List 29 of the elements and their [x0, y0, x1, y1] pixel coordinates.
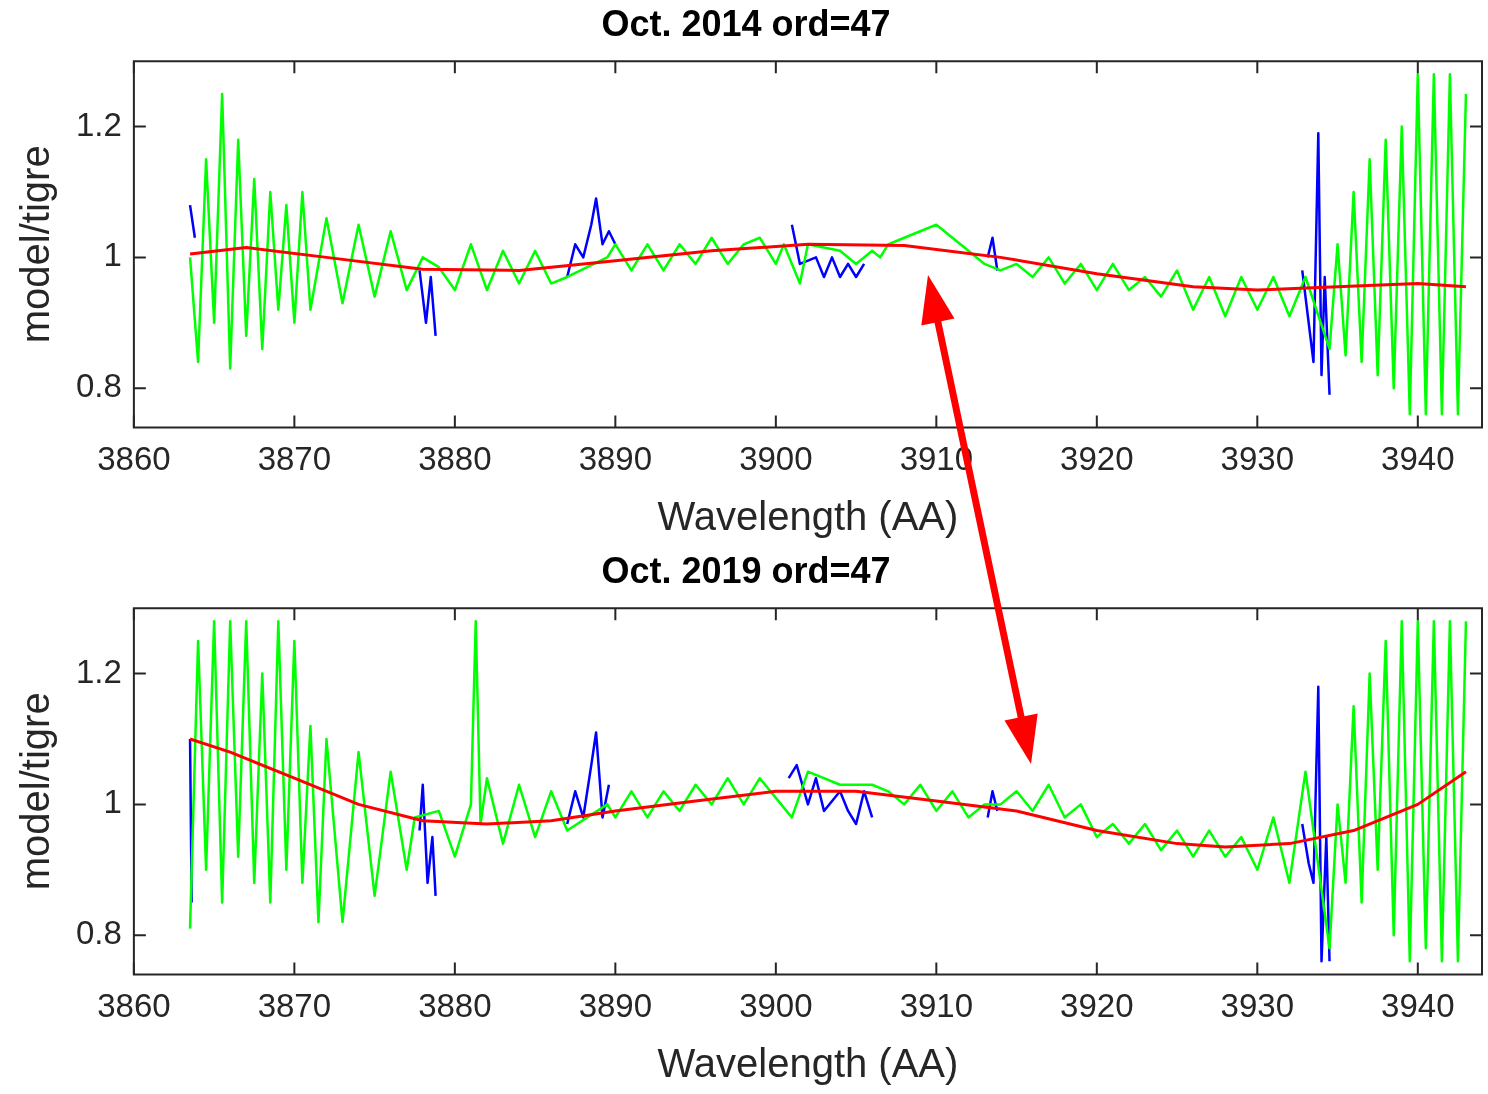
- chart-title: Oct. 2019 ord=47: [601, 549, 891, 591]
- x-axis-title: Wavelength (AA): [657, 494, 959, 539]
- y-axis-title: model/tigre: [13, 692, 58, 891]
- x-tick-label: 3880: [418, 987, 492, 1025]
- x-axis-title: Wavelength (AA): [657, 1041, 959, 1086]
- y-tick-label: 0.8: [76, 367, 122, 405]
- x-tick-label: 3870: [257, 987, 332, 1025]
- x-tick-label: 3860: [97, 440, 171, 478]
- y-tick-label: 1: [103, 783, 122, 821]
- x-tick-label: 3880: [418, 440, 492, 478]
- y-tick-label: 1: [103, 236, 122, 274]
- x-tick-label: 3890: [578, 440, 653, 478]
- x-tick-label: 3930: [1220, 440, 1295, 478]
- y-tick-label: 1.2: [76, 105, 122, 143]
- x-tick-label: 3860: [97, 987, 171, 1025]
- x-tick-label: 3940: [1381, 987, 1455, 1025]
- x-tick-label: 3890: [578, 987, 653, 1025]
- x-tick-label: 3900: [739, 440, 813, 478]
- x-tick-label: 3910: [899, 987, 974, 1025]
- x-tick-label: 3930: [1220, 987, 1295, 1025]
- x-tick-label: 3920: [1060, 440, 1134, 478]
- y-tick-label: 0.8: [76, 914, 122, 952]
- y-tick-label: 1.2: [76, 652, 122, 690]
- x-tick-label: 3920: [1060, 987, 1134, 1025]
- chart-title: Oct. 2014 ord=47: [601, 2, 891, 44]
- x-tick-label: 3900: [739, 987, 813, 1025]
- x-tick-label: 3940: [1381, 440, 1455, 478]
- x-tick-label: 3870: [257, 440, 332, 478]
- y-axis-title: model/tigre: [13, 145, 58, 344]
